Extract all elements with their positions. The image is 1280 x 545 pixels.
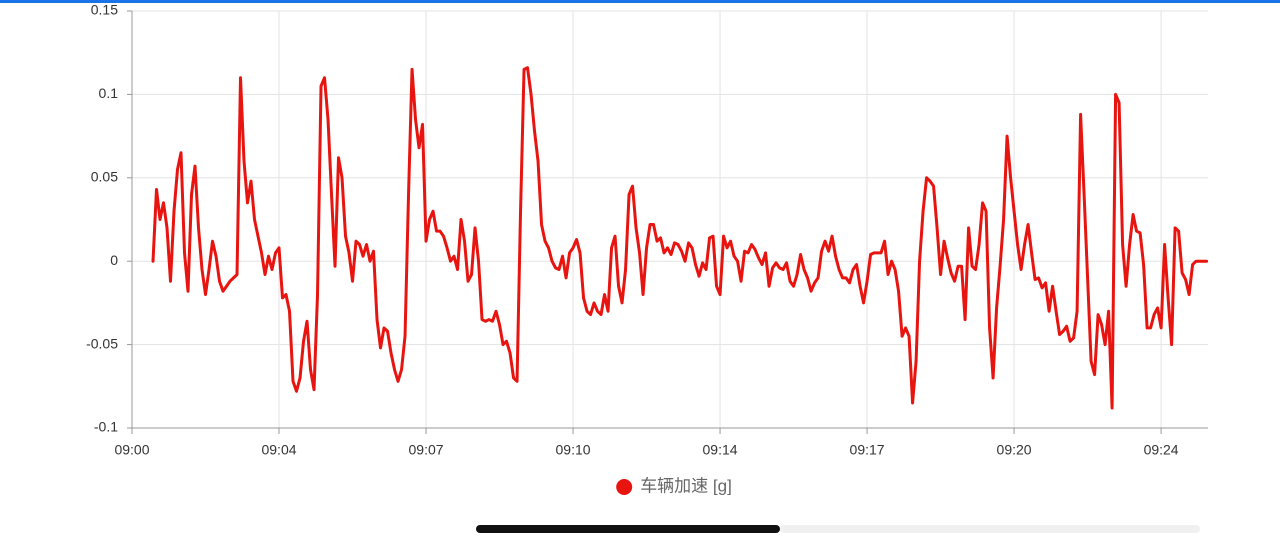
y-tick-label: 0.15: [91, 2, 118, 18]
legend-label: 车辆加速 [g]: [640, 476, 732, 495]
x-tick-label: 09:00: [114, 442, 149, 458]
plot: [151, 66, 1209, 410]
legend-item: 车辆加速 [g]: [616, 476, 732, 495]
y-tick-label: 0.1: [99, 85, 119, 101]
legend-marker: [616, 479, 633, 495]
home-indicator: [476, 525, 780, 533]
x-tick-label: 09:20: [997, 442, 1032, 458]
x-tick-label: 09:14: [703, 442, 738, 458]
x-tick-label: 09:04: [261, 442, 296, 458]
axes: -0.1 -0.05 0 0.05 0.1 0.15 09:00 09:04 09:07 09:1…: [86, 2, 1208, 495]
home-indicator-fade: [780, 525, 1200, 533]
y-tick-label: 0: [110, 252, 118, 268]
x-tick-label: 09:10: [556, 442, 591, 458]
y-tick-label: -0.1: [94, 419, 118, 435]
y-tick-label: 0.05: [91, 169, 118, 185]
y-tick-label: -0.05: [86, 335, 118, 351]
data-line: [151, 66, 1209, 410]
x-tick-label: 09:07: [409, 442, 444, 458]
x-tick-label: 09:24: [1144, 442, 1179, 458]
x-tick-label: 09:17: [850, 442, 885, 458]
top-bar: [0, 0, 1280, 3]
